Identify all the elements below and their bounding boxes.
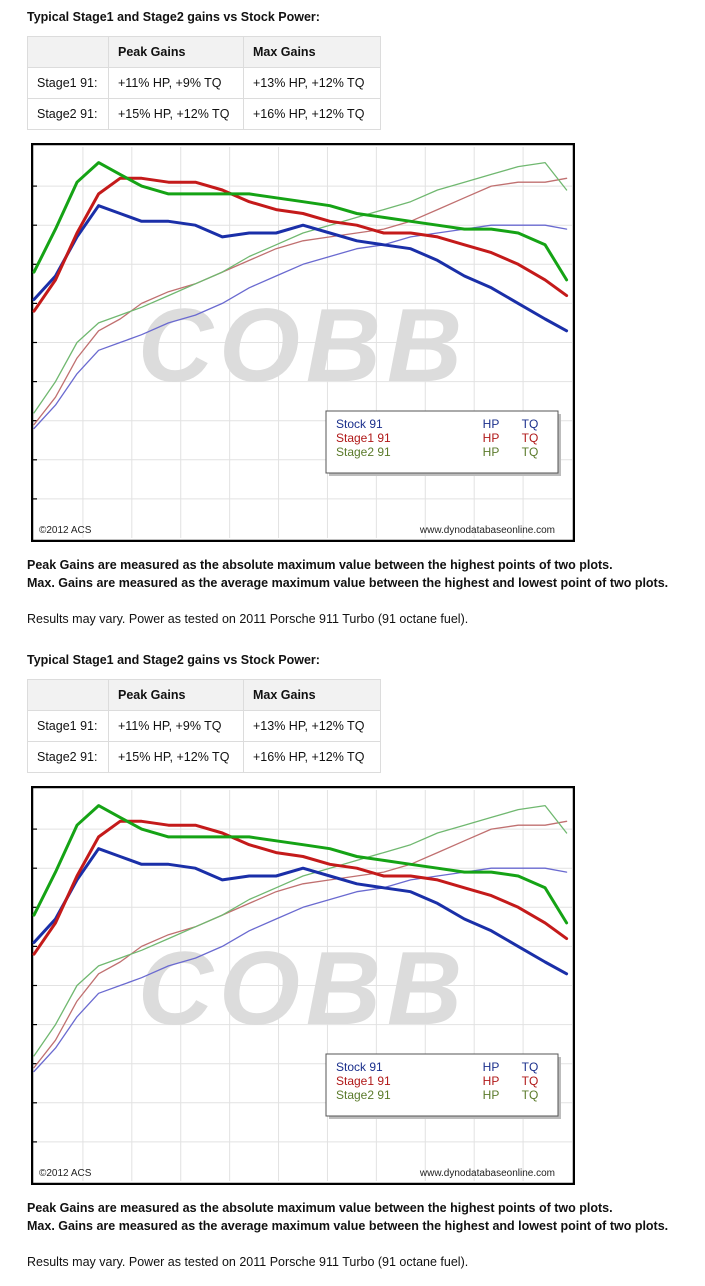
series-line-stage2-91-tq bbox=[32, 161, 569, 282]
section-heading: Typical Stage1 and Stage2 gains vs Stock… bbox=[27, 653, 320, 667]
table-cell: +13% HP, +12% TQ bbox=[243, 710, 381, 742]
legend-tq: TQ bbox=[522, 431, 539, 445]
legend-label: Stage1 91 bbox=[336, 1074, 391, 1088]
legend-tq: TQ bbox=[522, 1074, 539, 1088]
source-label: www.dynodatabaseonline.com bbox=[419, 1168, 555, 1179]
table-cell: Stage2 91: bbox=[27, 98, 109, 130]
table-row: Stage1 91: +11% HP, +9% TQ +13% HP, +12%… bbox=[27, 67, 381, 99]
series-line-stage2-91-hp bbox=[33, 804, 568, 1057]
table-header-cell: Peak Gains bbox=[108, 36, 244, 68]
table-cell: +15% HP, +12% TQ bbox=[108, 98, 244, 130]
table-header-cell: Max Gains bbox=[243, 36, 381, 68]
copyright-label: ©2012 ACS bbox=[39, 525, 92, 536]
legend-label: Stage2 91 bbox=[336, 1088, 391, 1102]
dyno-chart: COBB Stock 91 HP TQ Stage1 91 HP TQ Stage2 91 HP… bbox=[31, 143, 575, 542]
table-header-cell: Peak Gains bbox=[108, 679, 244, 711]
table-cell: Stage1 91: bbox=[27, 67, 109, 99]
table-header-row: Peak Gains Max Gains bbox=[27, 36, 381, 68]
table-header-cell bbox=[27, 36, 109, 68]
table-header-row: Peak Gains Max Gains bbox=[27, 679, 381, 711]
cobb-watermark: COBB bbox=[138, 288, 468, 404]
max-gains-note: Max. Gains are measured as the average m… bbox=[27, 1219, 669, 1233]
table-row: Stage1 91: +11% HP, +9% TQ +13% HP, +12%… bbox=[27, 710, 381, 742]
legend-hp: HP bbox=[483, 1088, 500, 1102]
table-row: Stage2 91: +15% HP, +12% TQ +16% HP, +12… bbox=[27, 98, 381, 130]
dyno-chart: COBB Stock 91 HP TQ Stage1 91 HP TQ Stage2 91 HP… bbox=[31, 786, 575, 1185]
gains-table: Peak Gains Max Gains Stage1 91: +11% HP,… bbox=[27, 36, 381, 130]
series-line-stage1-91-tq bbox=[32, 176, 569, 313]
series-line-stock-91-hp bbox=[33, 224, 568, 430]
table-cell: +16% HP, +12% TQ bbox=[243, 741, 381, 773]
section-heading: Typical Stage1 and Stage2 gains vs Stock… bbox=[27, 10, 320, 24]
copyright-label: ©2012 ACS bbox=[39, 1168, 92, 1179]
table-cell: Stage2 91: bbox=[27, 741, 109, 773]
legend-label: Stage1 91 bbox=[336, 431, 391, 445]
legend-label: Stock 91 bbox=[336, 417, 383, 431]
series-line-stage1-91-hp bbox=[33, 820, 568, 1069]
legend-tq: TQ bbox=[522, 417, 539, 431]
gains-table: Peak Gains Max Gains Stage1 91: +11% HP,… bbox=[27, 679, 381, 773]
source-label: www.dynodatabaseonline.com bbox=[419, 525, 555, 536]
legend-box bbox=[325, 410, 559, 474]
peak-gains-note: Peak Gains are measured as the absolute … bbox=[27, 558, 613, 572]
table-header-cell bbox=[27, 679, 109, 711]
legend-hp: HP bbox=[483, 417, 500, 431]
table-header-cell: Max Gains bbox=[243, 679, 381, 711]
legend-tq: TQ bbox=[522, 1088, 539, 1102]
table-cell: +11% HP, +9% TQ bbox=[108, 67, 244, 99]
table-row: Stage2 91: +15% HP, +12% TQ +16% HP, +12… bbox=[27, 741, 381, 773]
table-cell: +16% HP, +12% TQ bbox=[243, 98, 381, 130]
series-line-stage1-91-hp bbox=[33, 177, 568, 426]
table-cell: +13% HP, +12% TQ bbox=[243, 67, 381, 99]
legend-tq: TQ bbox=[522, 445, 539, 459]
results-disclaimer: Results may vary. Power as tested on 201… bbox=[27, 612, 469, 626]
series-line-stock-91-tq bbox=[32, 847, 569, 976]
series-line-stage1-91-tq bbox=[32, 819, 569, 956]
cobb-watermark: COBB bbox=[138, 931, 468, 1047]
table-cell: Stage1 91: bbox=[27, 710, 109, 742]
results-disclaimer: Results may vary. Power as tested on 201… bbox=[27, 1255, 469, 1269]
legend-label: Stage2 91 bbox=[336, 445, 391, 459]
series-line-stock-91-hp bbox=[33, 867, 568, 1073]
legend-hp: HP bbox=[483, 1060, 500, 1074]
legend-hp: HP bbox=[483, 431, 500, 445]
legend-label: Stock 91 bbox=[336, 1060, 383, 1074]
series-line-stage2-91-tq bbox=[32, 804, 569, 925]
legend-hp: HP bbox=[483, 445, 500, 459]
table-cell: +11% HP, +9% TQ bbox=[108, 710, 244, 742]
series-line-stock-91-tq bbox=[32, 204, 569, 333]
peak-gains-note: Peak Gains are measured as the absolute … bbox=[27, 1201, 613, 1215]
series-line-stage2-91-hp bbox=[33, 161, 568, 414]
legend-hp: HP bbox=[483, 1074, 500, 1088]
max-gains-note: Max. Gains are measured as the average m… bbox=[27, 576, 669, 590]
legend-tq: TQ bbox=[522, 1060, 539, 1074]
table-cell: +15% HP, +12% TQ bbox=[108, 741, 244, 773]
legend-box bbox=[325, 1053, 559, 1117]
